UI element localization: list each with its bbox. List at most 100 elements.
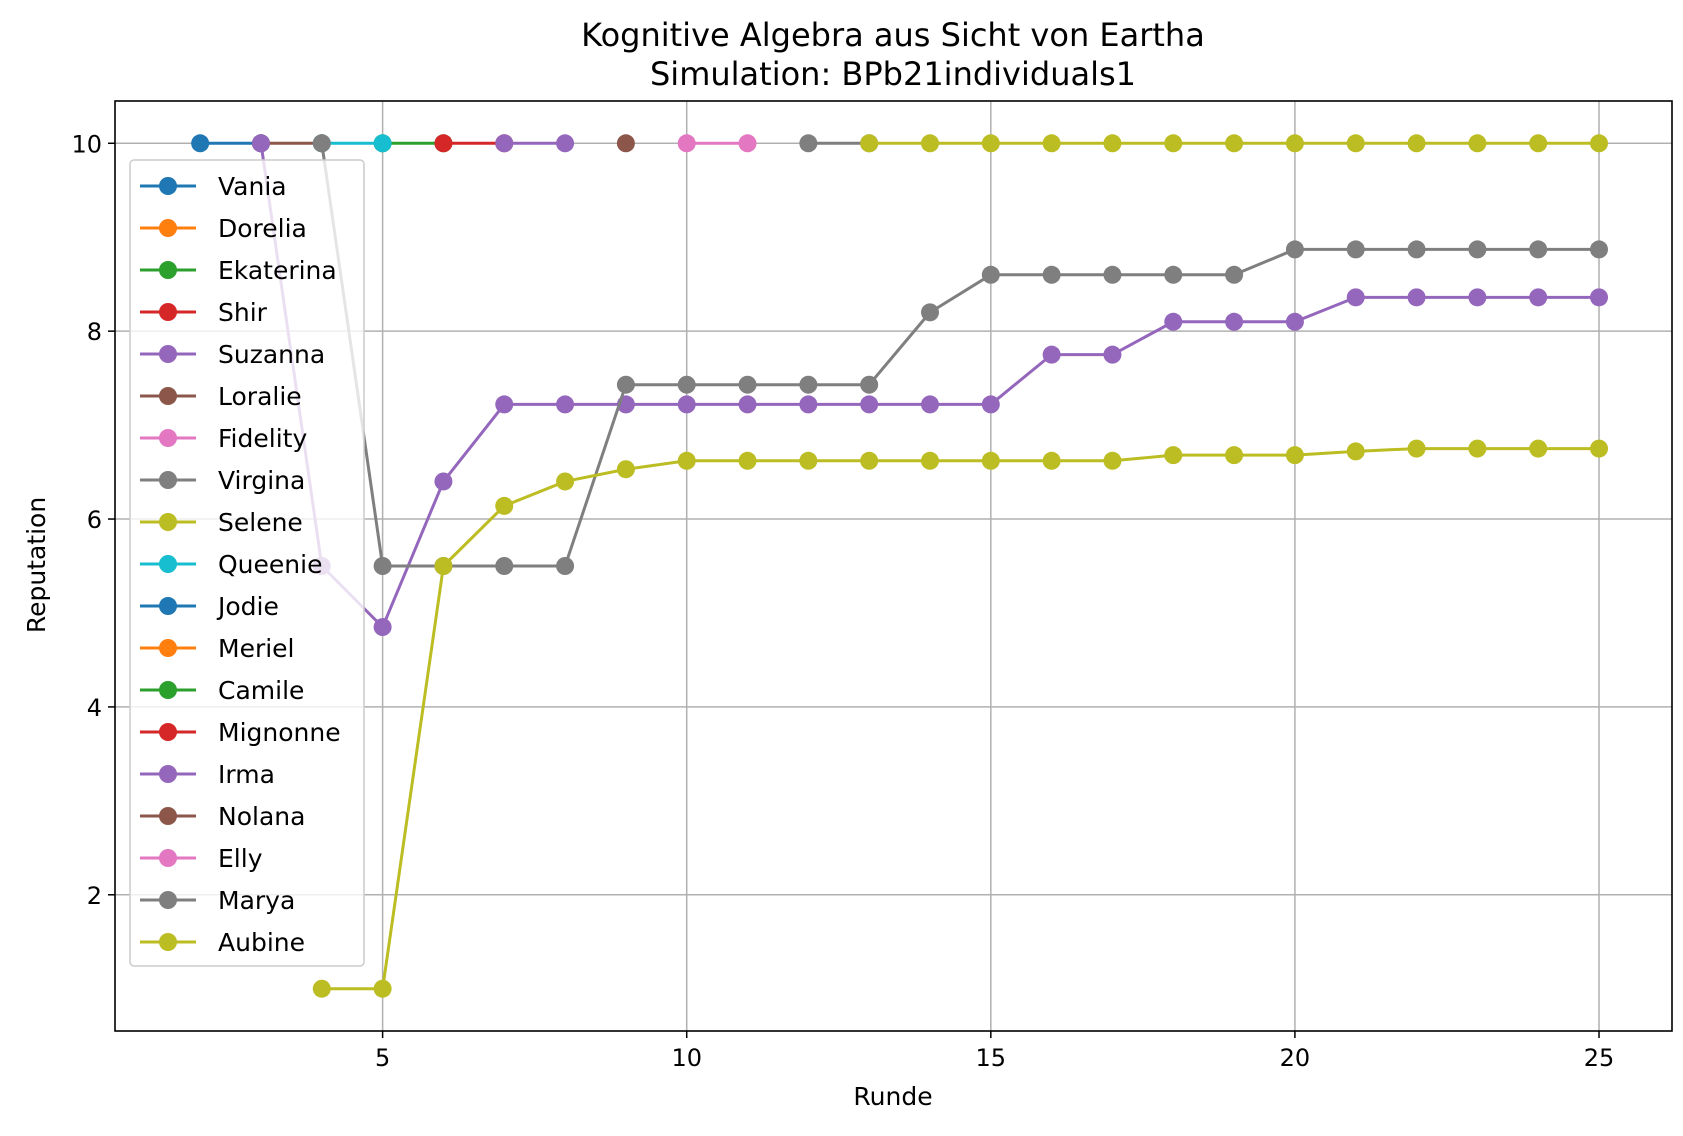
data-point bbox=[981, 451, 1000, 470]
y-tick-label: 10 bbox=[71, 130, 102, 158]
data-point bbox=[434, 557, 453, 575]
series-line bbox=[321, 447, 1600, 991]
data-point bbox=[373, 557, 392, 575]
legend-box bbox=[129, 159, 365, 967]
chart-subtitle: Simulation: BPb21individuals1 bbox=[650, 55, 1136, 93]
data-point bbox=[1346, 442, 1365, 461]
data-point bbox=[738, 451, 757, 470]
data-point bbox=[799, 451, 818, 470]
data-point bbox=[556, 395, 575, 414]
data-point bbox=[1468, 288, 1487, 307]
data-point bbox=[1590, 288, 1609, 307]
series-selene bbox=[860, 134, 1609, 153]
legend-marker bbox=[159, 681, 177, 699]
legend-item-meriel: Meriel bbox=[140, 634, 295, 663]
data-point bbox=[1164, 446, 1183, 465]
data-point bbox=[799, 134, 818, 153]
data-point bbox=[738, 395, 757, 414]
legend-item-virgina: Virgina bbox=[140, 466, 305, 495]
data-point bbox=[799, 395, 818, 414]
y-axis-label: Reputation bbox=[22, 497, 51, 633]
series-aubine bbox=[312, 439, 1609, 998]
legend-marker bbox=[159, 303, 177, 321]
data-point bbox=[1407, 439, 1426, 458]
data-point bbox=[1468, 439, 1487, 458]
data-point bbox=[373, 134, 392, 153]
data-point bbox=[1042, 265, 1061, 284]
data-point bbox=[677, 451, 696, 470]
data-point bbox=[920, 134, 939, 153]
plot-area-frame bbox=[114, 100, 1673, 1032]
data-point bbox=[738, 134, 757, 153]
data-point bbox=[738, 375, 757, 394]
legend-item-suzanna: Suzanna bbox=[140, 340, 325, 369]
legend-label: Virgina bbox=[218, 466, 305, 495]
data-point bbox=[1164, 312, 1183, 331]
data-point bbox=[191, 134, 210, 153]
data-point bbox=[556, 557, 575, 575]
legend-marker bbox=[159, 555, 177, 573]
data-point bbox=[1407, 134, 1426, 153]
data-point bbox=[1103, 345, 1122, 364]
y-tick-label: 8 bbox=[87, 318, 102, 346]
data-point bbox=[1164, 134, 1183, 153]
legend-marker bbox=[159, 639, 177, 657]
legend-label: Suzanna bbox=[218, 340, 325, 369]
data-point bbox=[860, 395, 879, 414]
legend-marker bbox=[159, 933, 177, 951]
x-tick-label: 15 bbox=[976, 1044, 1007, 1072]
legend-item-mignonne: Mignonne bbox=[140, 718, 341, 747]
legend-label: Elly bbox=[218, 844, 263, 873]
legend-item-marya: Marya bbox=[140, 886, 295, 915]
legend-label: Queenie bbox=[218, 550, 322, 579]
legend-label: Vania bbox=[218, 172, 287, 201]
data-point bbox=[434, 472, 453, 491]
data-point bbox=[1042, 134, 1061, 153]
legend-marker bbox=[159, 345, 177, 363]
data-point bbox=[1346, 240, 1365, 259]
x-tick-label: 25 bbox=[1584, 1044, 1615, 1072]
data-point bbox=[1225, 446, 1244, 465]
x-tick-label: 5 bbox=[375, 1044, 390, 1072]
series-lines bbox=[191, 134, 1609, 998]
data-point bbox=[1529, 439, 1548, 458]
data-point bbox=[860, 375, 879, 394]
legend-label: Fidelity bbox=[218, 424, 307, 453]
y-tick-label: 4 bbox=[87, 694, 102, 722]
data-point bbox=[1346, 134, 1365, 153]
legend-label: Meriel bbox=[218, 634, 295, 663]
legend-marker bbox=[159, 513, 177, 531]
legend-label: Ekaterina bbox=[218, 256, 337, 285]
legend-marker bbox=[159, 765, 177, 783]
legend-label: Aubine bbox=[218, 928, 305, 957]
legend: Vania Dorelia Ekaterina Shir Suzanna Loralie F… bbox=[129, 159, 365, 967]
legend-marker bbox=[159, 471, 177, 489]
y-tick-label: 2 bbox=[87, 882, 102, 910]
data-point bbox=[981, 134, 1000, 153]
legend-marker bbox=[159, 219, 177, 237]
data-point bbox=[1529, 240, 1548, 259]
data-point bbox=[920, 303, 939, 322]
data-point bbox=[1468, 240, 1487, 259]
data-point bbox=[312, 979, 331, 998]
legend-marker bbox=[159, 597, 177, 615]
legend-label: Mignonne bbox=[218, 718, 341, 747]
legend-label: Irma bbox=[218, 760, 275, 789]
data-point bbox=[1285, 312, 1304, 331]
data-point bbox=[860, 134, 879, 153]
data-point bbox=[616, 460, 635, 479]
legend-item-jodie: Jodie bbox=[140, 592, 279, 621]
legend-item-dorelia: Dorelia bbox=[140, 214, 307, 243]
legend-label: Selene bbox=[218, 508, 303, 537]
data-point bbox=[373, 618, 392, 637]
data-point bbox=[1164, 265, 1183, 284]
data-point bbox=[495, 134, 514, 153]
y-tick-label: 6 bbox=[87, 506, 102, 534]
legend-marker bbox=[159, 177, 177, 195]
data-point bbox=[677, 375, 696, 394]
legend-marker bbox=[159, 723, 177, 741]
series-marya bbox=[312, 134, 1609, 575]
data-point bbox=[860, 451, 879, 470]
data-point bbox=[1285, 134, 1304, 153]
